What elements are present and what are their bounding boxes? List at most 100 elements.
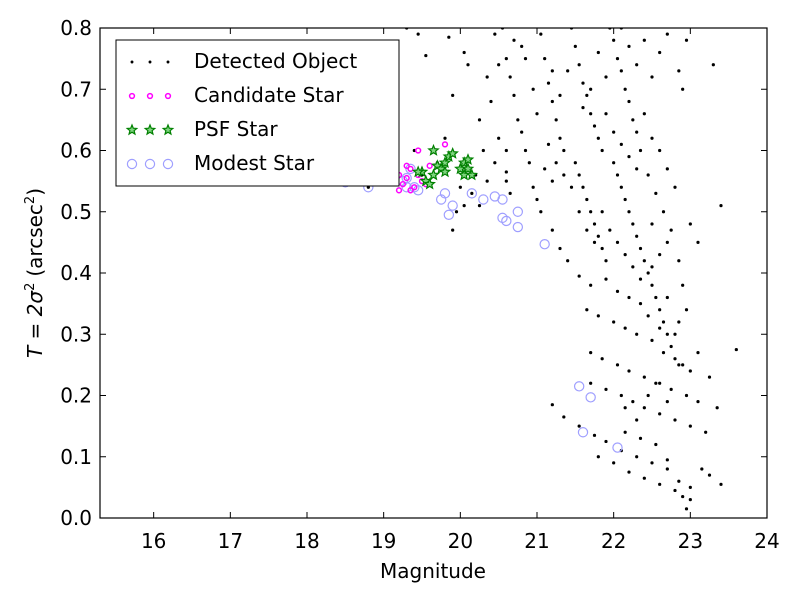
detected-object-point	[638, 436, 643, 440]
y-axis-title-prefix: T = 2σ	[23, 290, 47, 358]
detected-object-point	[688, 222, 692, 226]
detected-object-point	[650, 222, 654, 226]
detected-object-point	[707, 473, 712, 477]
y-axis-title: T = 2σ2(arcsec2)	[23, 188, 47, 358]
detected-object-point	[485, 179, 489, 183]
detected-object-point	[711, 63, 715, 67]
detected-object-point	[589, 112, 593, 116]
detected-object-point	[638, 277, 643, 281]
detected-object-point	[623, 87, 627, 91]
detected-object-point	[596, 455, 600, 459]
psf-star-point	[461, 153, 475, 166]
candidate-star-point	[411, 184, 418, 191]
detected-object-point	[688, 369, 692, 373]
detected-object-point	[569, 185, 574, 189]
detected-object-point	[665, 167, 669, 171]
detected-object-point	[520, 130, 524, 134]
legend-marker-psf-star	[125, 123, 139, 136]
detected-object-point	[589, 381, 593, 385]
detected-object-point	[615, 240, 620, 244]
candidate-star-point	[441, 141, 449, 148]
x-tick-label: 18	[294, 529, 319, 553]
detected-object-point	[566, 259, 570, 263]
detected-object-point	[635, 130, 639, 134]
legend-marker-candidate-star	[146, 92, 154, 100]
detected-object-point	[631, 400, 635, 404]
detected-object-point	[661, 320, 666, 324]
detected-object-point	[451, 93, 455, 97]
psf-star-point	[465, 168, 479, 181]
detected-object-point	[635, 455, 639, 459]
legend-label-psf-star: PSF Star	[194, 117, 278, 141]
detected-object-point	[520, 44, 524, 48]
detected-object-point	[684, 393, 689, 398]
detected-object-point	[650, 75, 654, 79]
detected-object-point	[504, 148, 508, 153]
legend-entry-candidate-star: Candidate Star	[128, 83, 344, 107]
detected-object-point	[592, 433, 597, 437]
detected-object-point	[665, 400, 669, 404]
detected-object-point	[673, 357, 677, 361]
detected-object-point	[504, 179, 508, 183]
detected-object-point	[531, 185, 535, 189]
detected-object-point	[477, 118, 482, 122]
detected-object-point	[650, 283, 654, 287]
detected-object-point	[623, 253, 627, 257]
detected-object-point	[635, 418, 639, 422]
detected-object-point	[589, 351, 593, 355]
detected-object-point	[558, 246, 562, 251]
x-tick-label: 22	[601, 529, 626, 553]
x-tick-label: 23	[678, 529, 703, 553]
y-tick-label: 0.4	[60, 261, 92, 285]
psf-star-point	[446, 146, 459, 159]
detected-object-point	[677, 259, 681, 263]
detected-object-point	[635, 234, 639, 238]
detected-object-point	[627, 44, 631, 48]
detected-object-point	[612, 161, 616, 165]
detected-object-point	[642, 38, 646, 42]
detected-object-point	[615, 173, 620, 177]
detected-object-point	[658, 381, 662, 385]
detected-object-point	[512, 38, 516, 42]
y-tick-label: 0.0	[60, 506, 92, 530]
detected-object-point	[677, 479, 681, 483]
detected-object-point	[665, 32, 669, 36]
detected-object-point	[577, 424, 581, 428]
candidate-star-point	[399, 181, 406, 188]
detected-object-point	[443, 136, 447, 140]
detected-object-point	[592, 222, 597, 226]
detected-object-point	[577, 173, 581, 177]
legend-marker-psf-star	[161, 123, 175, 136]
detected-object-point	[550, 228, 554, 232]
detected-object-point	[646, 173, 650, 177]
detected-object-point	[577, 274, 581, 278]
detected-object-point	[638, 302, 643, 306]
detected-object-point	[734, 347, 738, 352]
detected-object-point	[604, 75, 608, 79]
detected-object-point	[619, 142, 623, 146]
detected-object-point	[550, 403, 554, 407]
detected-object-point	[665, 458, 669, 462]
detected-object-point	[424, 53, 428, 58]
detected-object-point	[638, 246, 643, 251]
detected-object-point	[684, 308, 689, 312]
detected-object-point	[658, 253, 662, 257]
detected-object-point	[642, 375, 646, 379]
detected-object-point	[681, 283, 685, 287]
detected-object-point	[604, 277, 608, 281]
detected-object-point	[523, 148, 528, 153]
detected-object-point	[489, 99, 493, 104]
detected-object-point	[477, 204, 482, 208]
detected-object-point	[493, 32, 497, 36]
detected-object-point	[658, 412, 662, 416]
modest-star-point	[439, 188, 451, 199]
modest-star-point	[612, 442, 623, 453]
detected-object-point	[558, 136, 562, 140]
detected-object-point	[466, 63, 470, 67]
legend-marker-modest-star	[162, 158, 174, 170]
detected-object-point	[707, 375, 712, 379]
detected-object-point	[554, 118, 558, 122]
y-tick-label: 0.1	[60, 445, 92, 469]
detected-object-point	[635, 167, 639, 171]
